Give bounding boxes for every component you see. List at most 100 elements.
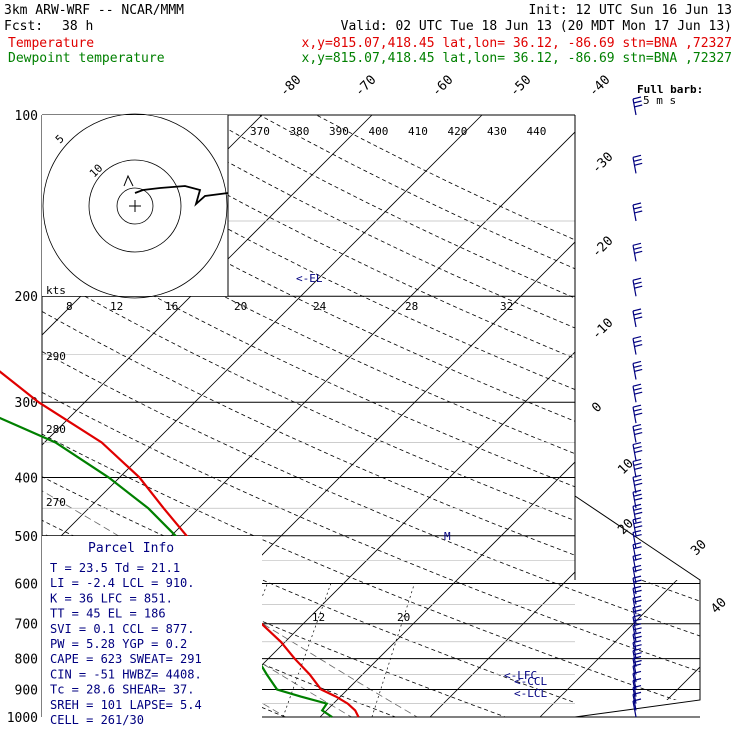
- pressure-label: 100: [15, 109, 38, 124]
- hodograph-speed-label: 24: [313, 300, 327, 313]
- wind-barb-flag: [634, 511, 643, 515]
- isotherm: [319, 115, 700, 717]
- wind-barb-flag: [633, 281, 642, 285]
- wind-barb: [632, 564, 642, 584]
- hodograph-speed-label: 28: [405, 300, 418, 313]
- wind-barb: [632, 423, 643, 443]
- hodograph-ring: [116, 187, 154, 225]
- dry-adiabat: [316, 115, 700, 717]
- theta-label: 370: [250, 125, 270, 138]
- parcel-info-row: CAPE = 623 SWEAT= 291: [50, 652, 202, 666]
- wind-barb-staff: [632, 642, 637, 659]
- parcel-info-title: Parcel Info: [88, 541, 174, 556]
- wind-barb-flag: [632, 360, 642, 365]
- parcel-info-panel: Parcel Info T = 23.5 Td = 21.1LI = -2.4 …: [42, 536, 262, 727]
- wind-barb: [632, 458, 643, 478]
- wind-barb-flag: [633, 507, 642, 511]
- wind-barb-staff: [632, 650, 637, 667]
- wind-barb-staff: [632, 544, 637, 561]
- isotherm: [539, 115, 700, 717]
- parcel-info-row: SREH = 101 LAPSE= 5.4: [50, 698, 202, 712]
- wind-barb-flag: [634, 449, 643, 454]
- theta-label: 430: [487, 125, 507, 138]
- dry-adiabat: [42, 115, 700, 717]
- theta-label: 400: [369, 125, 389, 138]
- theta-label-left: 280: [46, 423, 66, 436]
- pressure-label: 1000: [7, 711, 38, 726]
- model-title: 3km ARW-WRF -- NCAR/MMM: [4, 3, 184, 18]
- valid-time: Valid: 02 UTC Tue 18 Jun 13 (20 MDT Mon …: [341, 19, 732, 34]
- wind-barb: [632, 542, 642, 561]
- wind-barb-flag: [634, 104, 643, 108]
- hodograph-speed-label: 20: [234, 300, 247, 313]
- wind-barb-flag: [633, 312, 642, 316]
- wind-barb-flag: [634, 210, 643, 214]
- wind-barb-flag: [633, 521, 642, 525]
- wind-barb-flag: [633, 533, 642, 538]
- hodograph-speed-label: 16: [165, 300, 178, 313]
- wind-barb-flag: [634, 285, 643, 289]
- pressure-label: 300: [15, 396, 38, 411]
- mixing-ratio-label: 12: [312, 611, 325, 624]
- wind-barb-flag: [633, 364, 642, 369]
- wind-barb: [632, 308, 643, 328]
- wind-barb-flag: [633, 206, 642, 210]
- wind-barb-flag: [633, 387, 642, 391]
- theta-label-left: 270: [46, 496, 66, 509]
- isotherm-label: -10: [589, 316, 616, 343]
- wind-barb-flag: [633, 158, 642, 162]
- hodograph-storm-motion: [123, 174, 134, 187]
- wind-barb: [632, 489, 643, 509]
- wind-barb-flag: [633, 493, 642, 497]
- wind-barb-flag: [633, 408, 642, 412]
- wind-barb-flag: [632, 564, 642, 569]
- wind-barb-flag: [634, 250, 643, 254]
- wind-barb-flag: [634, 368, 643, 373]
- dewpoint-location: x,y=815.07,418.45 lat,lon= 36.12, -86.69…: [302, 51, 732, 66]
- wind-barb-flag: [633, 478, 642, 482]
- isotherm-label: -60: [429, 73, 456, 100]
- wind-barb-flag: [632, 529, 642, 534]
- isotherm-label: -80: [277, 73, 304, 100]
- wind-barb-staff: [632, 625, 637, 642]
- wind-barb-flag: [632, 542, 642, 546]
- wind-barb-staff: [632, 687, 637, 704]
- wind-barb-staff: [632, 658, 637, 675]
- wind-barb-flag: [633, 339, 642, 344]
- wind-barbs: [632, 96, 643, 718]
- parcel-info-row: T = 23.5 Td = 21.1: [50, 561, 180, 575]
- theta-label: 380: [290, 125, 310, 138]
- isotherm-label: -70: [352, 73, 379, 100]
- hodograph-speed-label: 8: [66, 300, 73, 313]
- wind-barb-flag: [633, 568, 642, 573]
- wind-barb-flag: [632, 96, 642, 100]
- wind-barb-flag: [632, 277, 642, 281]
- plot-right-corner: [574, 495, 701, 718]
- pressure-label: 200: [15, 290, 38, 305]
- isotherm: [649, 115, 700, 717]
- parcel-info-row: Tc = 28.6 SHEAR= 37.: [50, 683, 195, 697]
- dry-adiabat: [42, 115, 700, 717]
- wind-barb-flag: [634, 466, 643, 471]
- wind-barb-flag: [632, 489, 642, 493]
- level-label: <-CCL: [514, 675, 547, 688]
- wind-barb-flag: [632, 503, 642, 507]
- temperature-location: x,y=815.07,418.45 lat,lon= 36.12, -86.69…: [302, 36, 732, 51]
- parcel-info-row: PW = 5.28 YGP = 0.2: [50, 637, 187, 651]
- init-time: Init: 12 UTC Sun 16 Jun 13: [529, 3, 733, 18]
- full-barb-label: Full barb:: [637, 83, 703, 96]
- hodograph-speed-label: 32: [500, 300, 513, 313]
- isotherm: [429, 115, 700, 717]
- pressure-label: 600: [15, 577, 38, 592]
- wind-barb: [632, 360, 643, 380]
- wind-barb-staff: [632, 700, 637, 718]
- isotherm-label: -30: [589, 150, 616, 177]
- wind-barb-staff: [632, 598, 637, 615]
- dry-adiabat: [202, 115, 700, 717]
- dewpoint-legend: Dewpoint temperature: [8, 51, 165, 66]
- wind-barb-flag: [634, 497, 643, 501]
- wind-barb: [632, 529, 642, 549]
- isotherm-label: -50: [507, 73, 534, 100]
